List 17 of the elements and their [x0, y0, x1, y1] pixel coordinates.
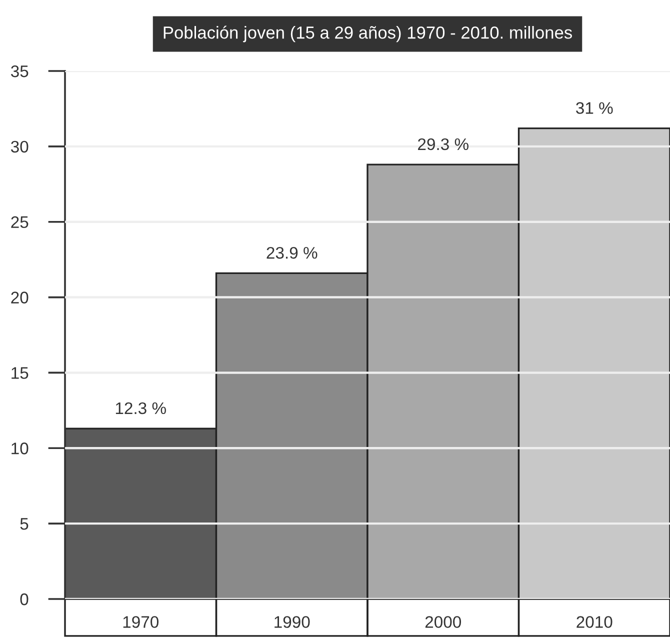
annotation: 31 % — [576, 102, 613, 114]
y-tick-label: 10 — [12, 442, 28, 454]
x-tick-label: 1970 — [123, 616, 159, 628]
x-tick-label: 2000 — [425, 616, 462, 628]
y-tick-label: 30 — [10, 140, 28, 153]
annotation: 12.3 % — [116, 402, 166, 414]
chart-title: Población joven (15 a 29 años) 1970 - 2010. millones — [164, 26, 572, 42]
annotation: 29.3 % — [418, 138, 468, 150]
x-tick-label: 1990 — [274, 616, 310, 628]
y-tick-label: 0 — [20, 593, 28, 606]
y-tick-label: 20 — [11, 292, 28, 304]
y-tick-label: 25 — [11, 216, 28, 228]
y-tick-label: 15 — [12, 367, 28, 379]
y-tick-label: 5 — [20, 518, 28, 530]
y-tick-label: 35 — [10, 65, 28, 78]
annotation: 23.9 % — [266, 246, 318, 259]
x-tick-label: 2010 — [576, 616, 612, 628]
